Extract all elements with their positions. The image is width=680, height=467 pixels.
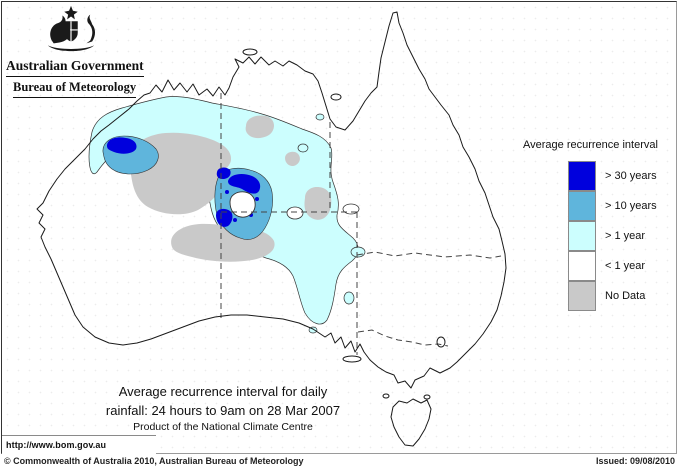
legend-label-nodata: No Data <box>605 290 646 302</box>
tasmania-outline <box>382 393 432 447</box>
legend-label-gt1yr: > 1 year <box>605 230 646 242</box>
legend-item-gt1yr: > 1 year <box>568 220 673 251</box>
bureau-title: Bureau of Meteorology <box>13 80 137 98</box>
copyright-text: © Commonwealth of Australia 2010, Austra… <box>4 455 304 466</box>
australia-coastline <box>36 11 507 389</box>
legend: Average recurrence interval > 30 years >… <box>523 139 673 311</box>
legend-label-gt30yr: > 30 years <box>605 170 657 182</box>
legend-item-lt1yr: < 1 year <box>568 250 673 281</box>
legend-title: Average recurrence interval <box>523 139 658 151</box>
bom-url: http://www.bom.gov.au <box>6 440 107 450</box>
legend-swatch-lt1yr <box>568 250 596 281</box>
map-caption: Average recurrence interval for daily ra… <box>58 384 388 433</box>
recurrence-region-gt30yr <box>107 137 261 227</box>
legend-swatch-nodata <box>568 280 596 311</box>
legend-label-gt10yr: > 10 years <box>605 200 657 212</box>
lakes-cyan <box>297 113 366 334</box>
legend-item-gt30yr: > 30 years <box>568 160 673 191</box>
legend-swatch-gt10yr <box>568 190 596 221</box>
legend-label-lt1yr: < 1 year <box>605 260 646 272</box>
issued-date: Issued: 09/08/2010 <box>595 455 675 466</box>
state-borders <box>220 93 502 355</box>
url-box: http://www.bom.gov.au <box>2 435 156 454</box>
government-title: Australian Government <box>6 58 144 77</box>
coat-of-arms-icon <box>47 5 96 52</box>
caption-line2: rainfall: 24 hours to 9am on 28 Mar 2007 <box>105 403 341 418</box>
legend-item-gt10yr: > 10 years <box>568 190 673 221</box>
caption-line3: Product of the National Climate Centre <box>133 421 313 433</box>
legend-swatch-gt30yr <box>568 160 596 191</box>
legend-rows: > 30 years > 10 years > 1 year < 1 year … <box>568 160 673 311</box>
legend-swatch-gt1yr <box>568 220 596 251</box>
legend-item-nodata: No Data <box>568 280 673 311</box>
caption-line1: Average recurrence interval for daily <box>118 384 328 399</box>
header-brand: Australian Government Bureau of Meteorol… <box>6 4 156 98</box>
bottom-strip: © Commonwealth of Australia 2010, Austra… <box>0 454 680 467</box>
